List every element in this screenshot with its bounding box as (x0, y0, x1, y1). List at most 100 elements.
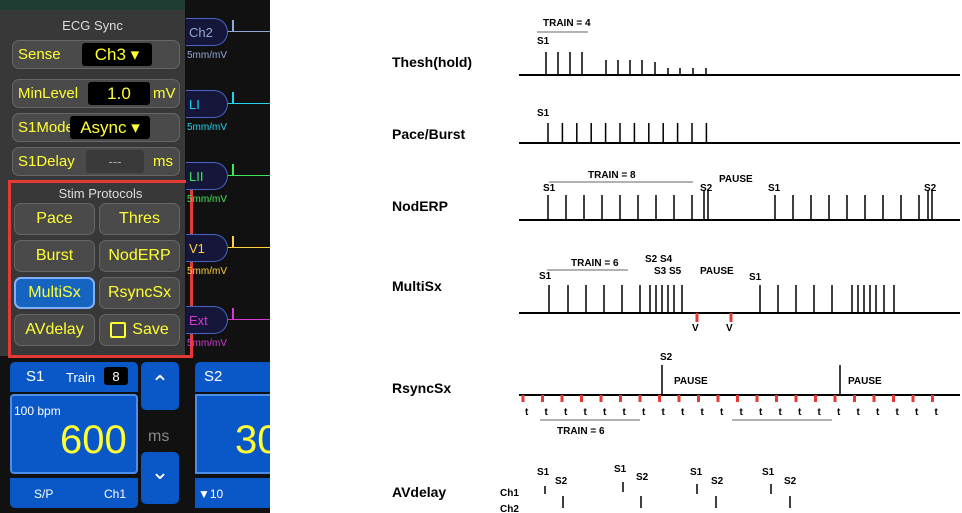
s2-value-box[interactable]: 30 (195, 394, 270, 474)
annotation: t (837, 407, 841, 418)
annotation: t (876, 407, 880, 418)
channel-scale: 5mm/mV (187, 122, 227, 133)
annotation: S1 (762, 467, 775, 478)
annotation: t (701, 407, 705, 418)
row-label: MultiSx (392, 278, 442, 294)
trace-spike (232, 308, 234, 320)
annotation: PAUSE (719, 174, 753, 185)
annotation: t (681, 407, 685, 418)
setting-value[interactable]: Ch3 ▾ (82, 43, 152, 66)
annotation: S1 (537, 467, 550, 478)
annotation: t (779, 407, 783, 418)
channel-tab[interactable]: Ext (186, 306, 228, 334)
setting-label: MinLevel (18, 85, 78, 102)
annotation: t (603, 407, 607, 418)
annotation: S1 (543, 183, 556, 194)
train-value[interactable]: 8 (104, 367, 128, 385)
row-label: AVdelay (392, 484, 446, 500)
channel-scale: 5mm/mV (187, 194, 227, 205)
s2-interval: 30 (235, 418, 270, 463)
annotation: t (564, 407, 568, 418)
annotation: S2 (660, 352, 673, 363)
annotation: t (525, 407, 529, 418)
row-label: Pace/Burst (392, 126, 465, 142)
device-ui: ECG Sync Stim Protocols S1 Train 8 100 b… (0, 0, 270, 513)
trace-spike (232, 164, 234, 176)
annotation: PAUSE (674, 376, 708, 387)
channel-tab[interactable]: LII (186, 162, 228, 190)
annotation: S1 (690, 467, 703, 478)
trace (228, 31, 270, 32)
annotation: V (692, 323, 699, 334)
interval: 600 (60, 418, 127, 463)
mode: S/P (34, 487, 53, 501)
channel-scale: 5mm/mV (187, 266, 227, 277)
annotation: Ch1 (500, 488, 519, 499)
s1-label: S1 (26, 368, 44, 385)
annotation: S2 (555, 476, 568, 487)
setting-unit: mV (153, 85, 176, 102)
s2-step: ▼10 (198, 487, 223, 501)
unit: ms (148, 428, 169, 446)
setting-value[interactable]: 1.0 (88, 82, 150, 105)
rate: 100 bpm (14, 404, 61, 418)
annotation: t (896, 407, 900, 418)
setting-label: S1Delay (18, 153, 75, 170)
annotation: t (935, 407, 939, 418)
row-label: RsyncSx (392, 380, 451, 396)
annotation: S2 (924, 183, 937, 194)
protocol-button[interactable]: RsyncSx (99, 277, 180, 309)
down-button[interactable]: ⌄ (141, 452, 179, 504)
protocol-button[interactable]: Pace (14, 203, 95, 235)
setting-value[interactable]: --- (86, 150, 144, 173)
protocol-button[interactable]: Burst (14, 240, 95, 272)
annotation: t (623, 407, 627, 418)
annotation: S1 (537, 108, 550, 119)
annotation: S2 (784, 476, 797, 487)
annotation: t (798, 407, 802, 418)
s2-label: S2 (204, 368, 222, 385)
channel-tab[interactable]: Ch2 (186, 18, 228, 46)
annotation: t (857, 407, 861, 418)
row-label: NodERP (392, 198, 448, 214)
annotation: t (584, 407, 588, 418)
annotation: TRAIN = 6 (557, 426, 605, 437)
setting-label: S1Mode (18, 119, 74, 136)
save-icon (110, 322, 126, 338)
trace (228, 175, 270, 176)
annotation: S2 (700, 183, 713, 194)
channel: Ch1 (104, 487, 126, 501)
protocol-button[interactable]: AVdelay (14, 314, 95, 346)
annotation: S2 (636, 472, 649, 483)
annotation: PAUSE (848, 376, 882, 387)
annotation: S1 (614, 464, 627, 475)
annotation: S1 (539, 271, 552, 282)
annotation: S1 (749, 272, 762, 283)
header: ECG Sync (0, 18, 185, 33)
protocol-button[interactable]: NodERP (99, 240, 180, 272)
annotation: S3 S5 (654, 266, 682, 277)
up-button[interactable]: ⌃ (141, 362, 179, 410)
setting-label: Sense (18, 46, 61, 63)
protocols-title: Stim Protocols (8, 186, 193, 201)
row-label: Thesh(hold) (392, 54, 472, 70)
annotation: S2 (711, 476, 724, 487)
protocol-diagram: Thesh(hold) Pace/Burst NodERP MultiSx RsyncS… (270, 0, 962, 513)
annotation: S1 (768, 183, 781, 194)
annotation: t (759, 407, 763, 418)
channel-tab[interactable]: V1 (186, 234, 228, 262)
trace-spike (232, 20, 234, 32)
protocol-button[interactable]: Save (99, 314, 180, 346)
channel-tab[interactable]: LI (186, 90, 228, 118)
protocol-button[interactable]: MultiSx (14, 277, 95, 309)
setting-value[interactable]: Async ▾ (70, 116, 150, 139)
protocol-button[interactable]: Thres (99, 203, 180, 235)
annotation: t (720, 407, 724, 418)
channel-scale: 5mm/mV (187, 50, 227, 61)
page: ECG Sync Stim Protocols S1 Train 8 100 b… (0, 0, 962, 513)
channel-scale: 5mm/mV (187, 338, 227, 349)
annotation: PAUSE (700, 266, 734, 277)
annotation: V (726, 323, 733, 334)
annotation: Ch2 (500, 504, 519, 513)
trace (228, 319, 270, 320)
